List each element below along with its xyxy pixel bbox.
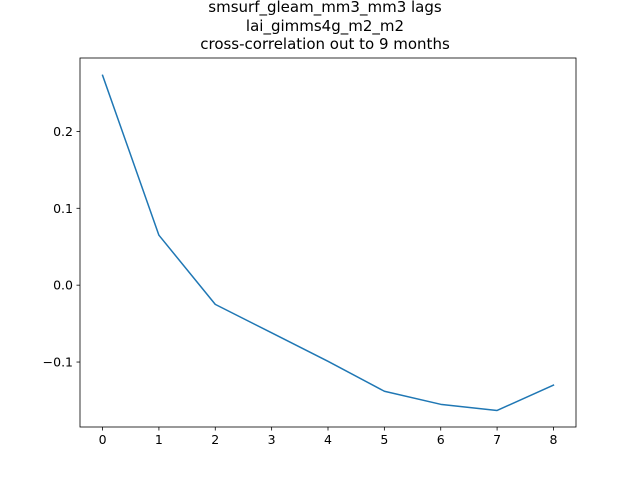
x-tick-label-3: 3 — [268, 432, 276, 447]
chart-title-line-2: lai_gimms4g_m2_m2 — [246, 17, 404, 36]
chart-title-line-1: smsurf_gleam_mm3_mm3 lags — [208, 0, 442, 17]
plot-area: 0 1 2 3 4 5 6 7 8 −0.1 0.0 0.1 0.2 — [43, 57, 577, 447]
y-tick-label-2: 0.1 — [53, 201, 73, 216]
x-tick-label-8: 8 — [549, 432, 557, 447]
y-tick-label-3: 0.2 — [53, 124, 73, 139]
chart-title-line-3: cross-correlation out to 9 months — [200, 35, 450, 53]
x-tick-label-1: 1 — [155, 432, 163, 447]
x-tick-label-2: 2 — [211, 432, 219, 447]
chart-title: smsurf_gleam_mm3_mm3 lags lai_gimms4g_m2… — [200, 0, 450, 53]
x-tick-label-5: 5 — [380, 432, 388, 447]
axes-frame — [79, 57, 577, 428]
x-tick-label-4: 4 — [324, 432, 332, 447]
series-line-0 — [101, 74, 555, 412]
x-tick-label-0: 0 — [99, 432, 107, 447]
y-tick-label-1: 0.0 — [53, 278, 73, 293]
x-tick-label-6: 6 — [437, 432, 445, 447]
y-tick-label-0: −0.1 — [43, 355, 73, 370]
x-tick-label-7: 7 — [493, 432, 501, 447]
